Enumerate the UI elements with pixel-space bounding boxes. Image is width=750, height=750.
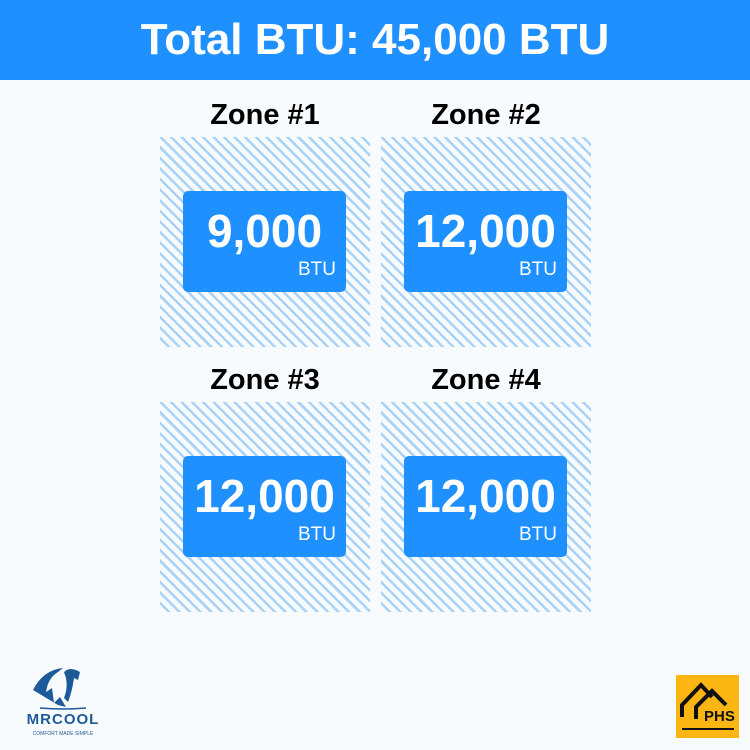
zone-1-value: 9,000: [206, 205, 323, 257]
zone-3-value: 12,000: [194, 470, 335, 522]
zone-1-unit: BTU: [298, 259, 336, 280]
total-btu-title: Total BTU: 45,000 BTU: [140, 15, 610, 64]
zone-2-unit: BTU: [519, 259, 557, 280]
polar-bear-icon: [33, 668, 87, 710]
zone-2-value: 12,000: [415, 205, 556, 257]
mrcool-tagline: COMFORT MADE SIMPLE: [32, 731, 94, 737]
mrcool-logo: MRCOOL COMFORT MADE SIMPLE: [8, 662, 118, 748]
zone-3-card: 12,000 BTU: [183, 456, 346, 557]
zone-2: 12,000 BTU: [381, 137, 591, 347]
phs-wordmark: PHS: [704, 708, 735, 725]
zone-2-card: 12,000 BTU: [404, 191, 567, 292]
phs-logo: PHS: [676, 675, 739, 738]
zone-3: 12,000 BTU: [160, 402, 370, 612]
total-btu-header: Total BTU: 45,000 BTU: [0, 0, 750, 80]
mrcool-wordmark: MRCOOL: [26, 711, 100, 728]
zone-3-unit: BTU: [298, 524, 336, 545]
zone-1: 9,000 BTU: [160, 137, 370, 347]
zone-4-card: 12,000 BTU: [404, 456, 567, 557]
zone-4-title: Zone #4: [431, 364, 541, 396]
zone-1-title: Zone #1: [210, 99, 320, 131]
zone-2-title: Zone #2: [431, 99, 541, 131]
zone-4-value: 12,000: [415, 470, 556, 522]
house-icon: [680, 682, 734, 730]
zone-3-title: Zone #3: [210, 364, 320, 396]
zone-4-unit: BTU: [519, 524, 557, 545]
zone-1-card: 9,000 BTU: [183, 191, 346, 292]
zone-4: 12,000 BTU: [381, 402, 591, 612]
